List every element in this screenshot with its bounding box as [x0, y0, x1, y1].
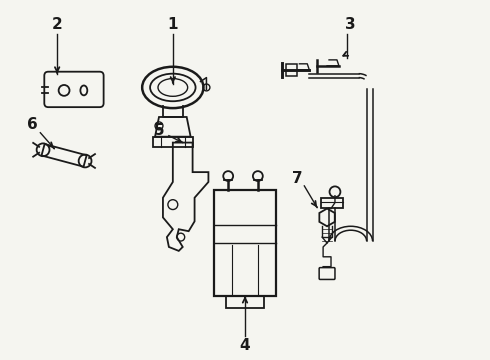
Bar	[286, 64, 297, 76]
Text: 4: 4	[240, 338, 250, 353]
Text: 5: 5	[154, 123, 164, 138]
Bar	[226, 296, 264, 308]
Bar	[214, 190, 276, 296]
Bar	[153, 137, 193, 147]
Text: 2: 2	[52, 17, 63, 32]
Bar	[321, 198, 343, 208]
Text: 6: 6	[27, 117, 38, 132]
Text: 7: 7	[292, 171, 303, 185]
Text: 1: 1	[168, 17, 178, 32]
Text: 3: 3	[345, 17, 356, 32]
